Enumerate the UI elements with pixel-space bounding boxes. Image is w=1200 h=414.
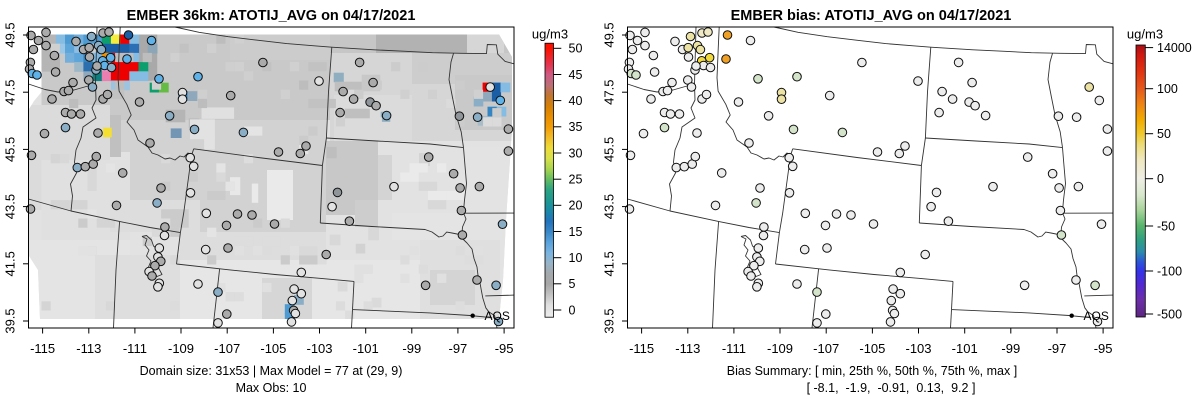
svg-text:-109: -109 (767, 341, 793, 356)
svg-text:14000: 14000 (1157, 41, 1192, 55)
svg-text:-100: -100 (1157, 264, 1182, 278)
svg-text:40: 40 (569, 94, 583, 108)
svg-text:AQS: AQS (1084, 309, 1109, 323)
svg-text:-113: -113 (675, 341, 700, 356)
svg-text:43.5: 43.5 (602, 194, 617, 219)
svg-text:-99: -99 (1001, 341, 1020, 356)
svg-text:ug/m3: ug/m3 (532, 27, 568, 42)
svg-text:5: 5 (569, 277, 576, 291)
svg-text:47.5: 47.5 (602, 80, 617, 105)
svg-text:45.5: 45.5 (602, 137, 617, 162)
svg-text:10: 10 (569, 251, 583, 265)
svg-text:Bias Summary: [ min, 25th %, 5: Bias Summary: [ min, 25th %, 50th %, 75t… (727, 364, 1017, 378)
svg-text:[ -8.1, -1.9, -0.91, 0.13,: [ -8.1, -1.9, -0.91, 0.13, 9.2 ] (807, 381, 976, 395)
svg-text:15: 15 (569, 225, 583, 239)
svg-text:-109: -109 (168, 341, 194, 356)
svg-text:-103: -103 (905, 341, 931, 356)
svg-text:-50: -50 (1157, 219, 1175, 233)
svg-text:43.5: 43.5 (3, 194, 18, 219)
svg-text:50: 50 (1157, 127, 1171, 141)
svg-text:-111: -111 (123, 341, 147, 356)
svg-text:49.5: 49.5 (3, 22, 18, 47)
svg-text:0: 0 (569, 303, 576, 317)
svg-text:-101: -101 (353, 341, 379, 356)
svg-text:-105: -105 (260, 341, 286, 356)
svg-text:-101: -101 (952, 341, 978, 356)
svg-text:25: 25 (569, 173, 583, 187)
svg-text:100: 100 (1157, 82, 1178, 96)
svg-text:45: 45 (569, 68, 583, 82)
svg-text:-99: -99 (402, 341, 421, 356)
svg-text:35: 35 (569, 120, 583, 134)
svg-text:41.5: 41.5 (3, 251, 18, 276)
svg-text:EMBER bias: ATOTIJ_AVG on 04/1: EMBER bias: ATOTIJ_AVG on 04/17/2021 (731, 8, 1012, 24)
svg-text:EMBER 36km: ATOTIJ_AVG on 04/1: EMBER 36km: ATOTIJ_AVG on 04/17/2021 (127, 8, 416, 24)
svg-text:-115: -115 (30, 341, 55, 356)
svg-text:-97: -97 (449, 341, 468, 356)
svg-text:50: 50 (569, 42, 583, 56)
svg-text:-113: -113 (76, 341, 101, 356)
svg-text:-115: -115 (629, 341, 654, 356)
svg-text:Domain size: 31x53 | Max Model: Domain size: 31x53 | Max Model = 77 at (… (140, 364, 403, 378)
svg-text:-500: -500 (1157, 307, 1182, 321)
svg-text:39.5: 39.5 (3, 308, 18, 333)
svg-text:AQS: AQS (485, 309, 510, 323)
svg-text:45.5: 45.5 (3, 137, 18, 162)
svg-text:-103: -103 (306, 341, 332, 356)
svg-text:-95: -95 (1094, 341, 1113, 356)
svg-text:ug/m3: ug/m3 (1127, 27, 1163, 42)
svg-text:47.5: 47.5 (3, 80, 18, 105)
svg-text:Max Obs: 10: Max Obs: 10 (236, 381, 307, 395)
svg-text:49.5: 49.5 (602, 22, 617, 47)
svg-text:-107: -107 (813, 341, 839, 356)
svg-text:0: 0 (1157, 172, 1164, 186)
svg-text:-111: -111 (722, 341, 746, 356)
svg-text:39.5: 39.5 (602, 308, 617, 333)
svg-text:-107: -107 (214, 341, 240, 356)
svg-text:-95: -95 (495, 341, 514, 356)
svg-text:41.5: 41.5 (602, 251, 617, 276)
svg-text:-105: -105 (859, 341, 885, 356)
svg-text:20: 20 (569, 199, 583, 213)
svg-text:-97: -97 (1048, 341, 1067, 356)
svg-text:30: 30 (569, 146, 583, 160)
